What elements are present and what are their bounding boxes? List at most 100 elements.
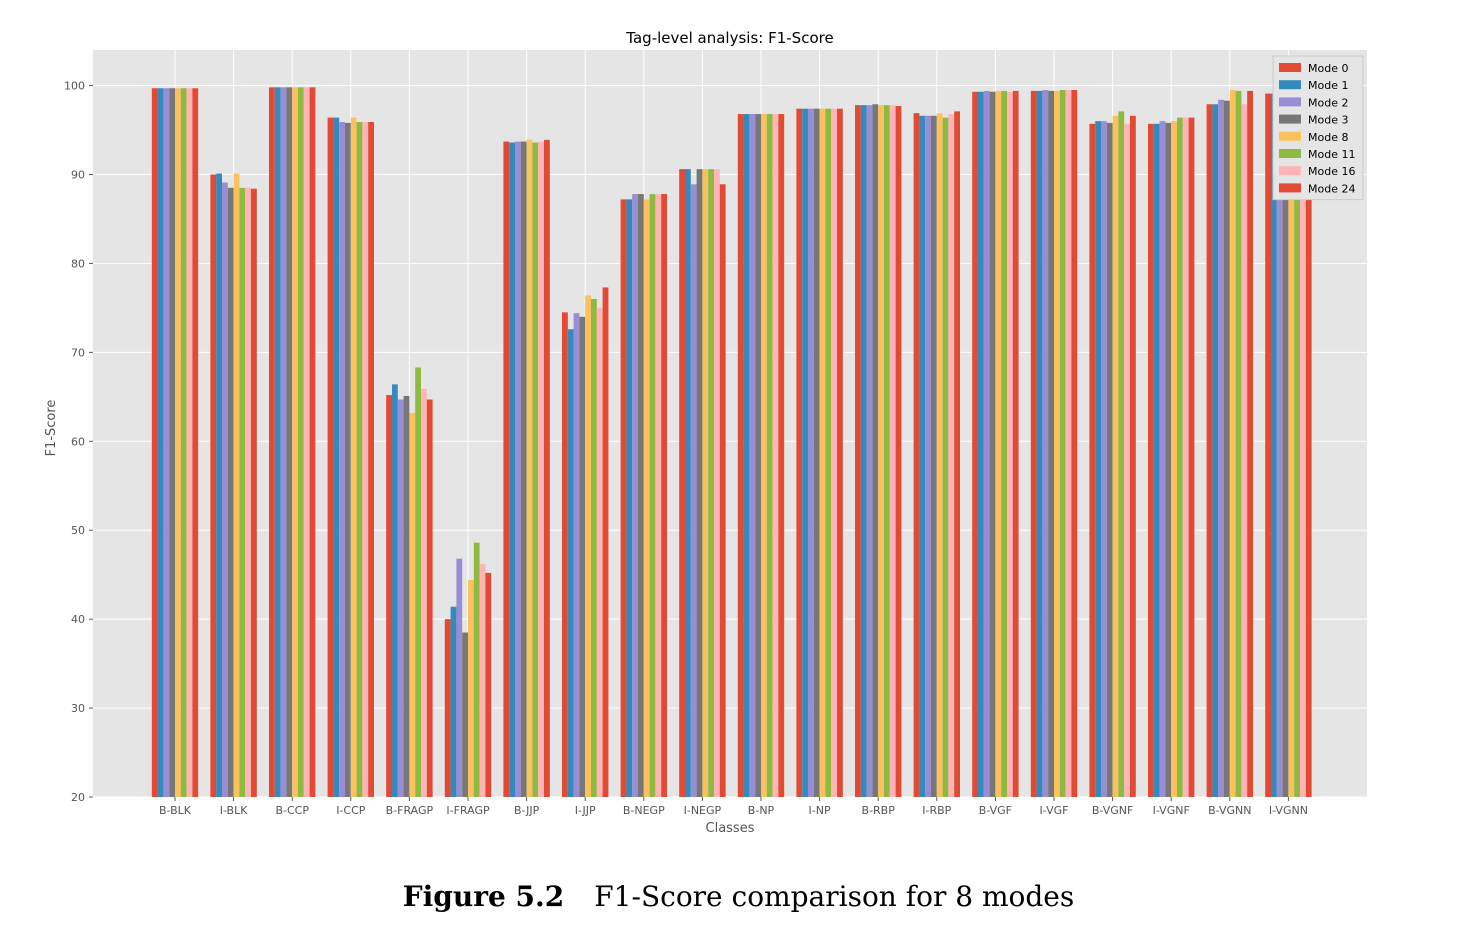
bar xyxy=(1229,90,1236,797)
chart: 20 30 40 50 60 70 80 90 100 B-BLK I-BLK B-CCP I-CCP… xyxy=(44,29,1367,836)
bar xyxy=(1101,121,1107,797)
bar xyxy=(942,117,949,798)
bar xyxy=(368,122,374,797)
bar xyxy=(1065,90,1072,797)
bar xyxy=(362,122,369,797)
bar xyxy=(649,194,656,797)
bar xyxy=(450,606,457,797)
x-tick-label: I-RBP xyxy=(922,804,951,817)
bar xyxy=(1288,93,1295,797)
y-tick-label: 70 xyxy=(71,346,85,359)
bar xyxy=(415,367,421,797)
bars xyxy=(151,87,1312,798)
bar xyxy=(397,399,404,797)
bar xyxy=(356,122,363,797)
bar xyxy=(1071,90,1078,797)
bar xyxy=(222,182,228,797)
bar xyxy=(919,115,926,797)
bar xyxy=(468,580,474,797)
bar xyxy=(1112,115,1119,797)
bar xyxy=(345,122,351,798)
bar xyxy=(643,199,650,797)
x-tick-label: I-CCP xyxy=(336,804,366,817)
legend-swatch xyxy=(1279,114,1301,124)
x-tick-label: B-VGF xyxy=(979,804,1012,817)
bar xyxy=(766,114,773,797)
bar xyxy=(685,169,691,797)
bar xyxy=(239,187,246,798)
bar xyxy=(456,558,463,797)
bar xyxy=(1206,104,1213,797)
bar xyxy=(1188,117,1195,798)
legend-label: Mode 16 xyxy=(1308,165,1355,178)
bar xyxy=(175,88,181,798)
bar xyxy=(386,395,392,797)
bar xyxy=(1001,90,1007,797)
bar xyxy=(1106,122,1113,798)
figure-number: Figure 5.2 xyxy=(402,880,565,913)
bar xyxy=(1182,117,1189,798)
bar xyxy=(421,388,427,797)
x-tick-label: B-NP xyxy=(748,804,775,817)
bar xyxy=(696,169,703,797)
bar xyxy=(855,105,861,797)
y-tick-label: 60 xyxy=(71,435,85,448)
legend-swatch xyxy=(1279,131,1301,141)
bar xyxy=(819,108,826,797)
bar xyxy=(1165,122,1172,798)
bar xyxy=(538,141,544,798)
bar xyxy=(1294,93,1300,797)
bar xyxy=(931,115,937,797)
bar xyxy=(755,114,761,797)
bar xyxy=(327,117,334,798)
x-tick-label: B-FRAGP xyxy=(386,804,434,817)
bar xyxy=(596,307,603,797)
y-tick-label: 90 xyxy=(71,169,85,182)
legend-label: Mode 11 xyxy=(1308,148,1355,161)
bar xyxy=(978,91,984,798)
bar xyxy=(1171,121,1177,797)
legend-label: Mode 1 xyxy=(1308,79,1348,92)
bar xyxy=(690,184,697,797)
bar xyxy=(889,105,896,797)
bar xyxy=(585,295,591,797)
x-axis-label: Classes xyxy=(706,821,755,836)
y-tick-label: 40 xyxy=(71,613,85,626)
bar xyxy=(1153,123,1160,797)
bar xyxy=(878,105,884,797)
bar xyxy=(655,194,662,797)
bar xyxy=(245,187,251,798)
bar xyxy=(743,114,750,797)
bar xyxy=(1241,104,1248,797)
x-tick-label: B-CCP xyxy=(275,804,309,817)
bar xyxy=(913,113,920,797)
bar xyxy=(526,139,533,797)
bar xyxy=(679,169,685,797)
bar xyxy=(1177,117,1183,798)
x-tick-label: I-FRAGP xyxy=(446,804,490,817)
bar xyxy=(1247,90,1253,797)
legend-swatch xyxy=(1279,97,1301,107)
bar xyxy=(661,194,667,797)
bar xyxy=(227,187,234,798)
bar xyxy=(772,114,779,797)
bar xyxy=(749,114,756,797)
legend-label: Mode 0 xyxy=(1308,62,1348,75)
legend-swatch xyxy=(1279,166,1301,176)
bar xyxy=(1095,121,1101,797)
bar xyxy=(1130,115,1136,797)
bar xyxy=(884,105,890,797)
y-axis-label: F1-Score xyxy=(44,400,59,457)
bar xyxy=(1054,90,1060,797)
bar xyxy=(1042,90,1049,797)
bar xyxy=(409,412,416,797)
x-tick-label: B-BLK xyxy=(159,804,192,817)
bar xyxy=(983,90,990,797)
bar xyxy=(808,108,814,797)
bar xyxy=(1300,93,1306,797)
legend-box xyxy=(1272,55,1364,201)
x-tick-label: I-NEGP xyxy=(684,804,722,817)
x-tick-label: I-VGNN xyxy=(1269,804,1308,817)
x-tick-label: B-VGNN xyxy=(1208,804,1251,817)
legend-swatch xyxy=(1279,149,1301,158)
